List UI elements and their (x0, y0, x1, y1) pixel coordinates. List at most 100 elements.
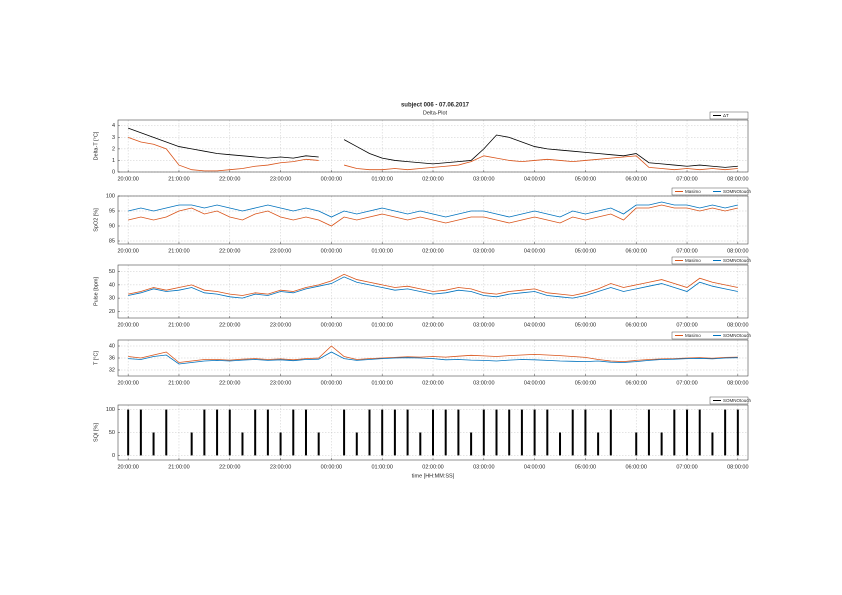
x-tick-label: 20:00:00 (117, 322, 138, 328)
x-tick-label: 08:00:00 (727, 380, 748, 386)
x-tick-label: 23:00:00 (270, 322, 291, 328)
y-axis-label: SpO2 [%] (93, 208, 99, 232)
x-tick-label: 07:00:00 (676, 248, 697, 254)
x-tick-label: 23:00:00 (270, 248, 291, 254)
legend-box (709, 396, 749, 405)
x-tick-label: 02:00:00 (422, 464, 443, 470)
series-line (128, 204, 738, 227)
x-tick-label: 20:00:00 (117, 176, 138, 182)
x-tick-label: 03:00:00 (473, 464, 494, 470)
axes-box (117, 404, 749, 461)
legend-label: Masimo (685, 189, 701, 194)
x-tick-label: 01:00:00 (371, 464, 392, 470)
x-tick-label: 06:00:00 (626, 176, 647, 182)
y-tick-label: 4 (112, 123, 115, 129)
legend-label: Masimo (685, 258, 701, 263)
x-tick-label: 23:00:00 (270, 464, 291, 470)
x-tick-label: 21:00:00 (168, 248, 189, 254)
y-tick-label: 100 (106, 407, 115, 413)
axes-box (117, 195, 749, 245)
x-tick-label: 04:00:00 (524, 322, 545, 328)
x-tick-label: 05:00:00 (575, 380, 596, 386)
x-tick-label: 02:00:00 (422, 380, 443, 386)
y-axis-label: Pulse [bpm] (93, 277, 99, 307)
x-tick-label: 01:00:00 (371, 176, 392, 182)
figure-title: subject 006 - 07.06.2017 (401, 103, 470, 109)
x-tick-label: 00:00:00 (321, 464, 342, 470)
x-tick-label: 05:00:00 (575, 248, 596, 254)
x-tick-label: 02:00:00 (422, 248, 443, 254)
x-tick-label: 20:00:00 (117, 248, 138, 254)
figure-subtitle: Delta-Plot (423, 110, 448, 116)
y-axis-label: T [°C] (93, 351, 99, 365)
axes-box (117, 339, 749, 377)
y-tick-label: 32 (109, 367, 115, 373)
x-tick-label: 03:00:00 (473, 248, 494, 254)
y-tick-label: 1 (112, 158, 115, 164)
x-tick-label: 07:00:00 (676, 464, 697, 470)
x-tick-label: 05:00:00 (575, 464, 596, 470)
legend-box (709, 111, 749, 120)
y-tick-label: 40 (109, 282, 115, 288)
x-tick-label: 06:00:00 (626, 464, 647, 470)
y-tick-label: 30 (109, 296, 115, 302)
y-axis-label: SQI [%] (93, 423, 99, 442)
y-tick-label: 2 (112, 146, 115, 152)
y-tick-label: 50 (109, 430, 115, 436)
x-tick-label: 03:00:00 (473, 322, 494, 328)
y-tick-label: 50 (109, 269, 115, 275)
x-tick-label: 04:00:00 (524, 176, 545, 182)
y-tick-label: 40 (109, 343, 115, 349)
series-line (128, 201, 738, 218)
legend-label: SOMNOtouch (723, 189, 752, 194)
x-tick-label: 00:00:00 (321, 322, 342, 328)
x-tick-label: 01:00:00 (371, 380, 392, 386)
x-tick-label: 01:00:00 (371, 322, 392, 328)
axes-box (117, 264, 749, 319)
x-tick-label: 05:00:00 (575, 176, 596, 182)
x-tick-label: 21:00:00 (168, 464, 189, 470)
y-tick-label: 85 (109, 238, 115, 244)
x-tick-label: 22:00:00 (219, 248, 240, 254)
x-tick-label: 08:00:00 (727, 176, 748, 182)
series-line (128, 127, 319, 159)
series-line (128, 273, 738, 296)
y-axis-label: Delta-T [°C] (93, 131, 99, 160)
legend-label: SOMNOtouch (723, 333, 752, 338)
x-tick-label: 20:00:00 (117, 464, 138, 470)
x-tick-label: 03:00:00 (473, 176, 494, 182)
x-tick-label: 04:00:00 (524, 248, 545, 254)
series-line (343, 155, 738, 171)
x-tick-label: 06:00:00 (626, 380, 647, 386)
x-tick-label: 08:00:00 (727, 248, 748, 254)
x-tick-label: 21:00:00 (168, 380, 189, 386)
legend-box (671, 256, 749, 265)
x-tick-label: 01:00:00 (371, 248, 392, 254)
x-tick-label: 06:00:00 (626, 322, 647, 328)
legend-box (671, 331, 749, 340)
x-tick-label: 02:00:00 (422, 322, 443, 328)
x-tick-label: 20:00:00 (117, 380, 138, 386)
x-tick-label: 22:00:00 (219, 322, 240, 328)
x-tick-label: 07:00:00 (676, 176, 697, 182)
legend-box (671, 187, 749, 196)
legend-label: SOMNOtouch (723, 258, 752, 263)
x-tick-label: 04:00:00 (524, 464, 545, 470)
x-tick-label: 02:00:00 (422, 176, 443, 182)
x-tick-label: 00:00:00 (321, 248, 342, 254)
x-tick-label: 08:00:00 (727, 322, 748, 328)
x-tick-label: 21:00:00 (168, 322, 189, 328)
x-tick-label: 05:00:00 (575, 322, 596, 328)
y-tick-label: 90 (109, 223, 115, 229)
x-tick-label: 21:00:00 (168, 176, 189, 182)
legend-label: Masimo (685, 333, 701, 338)
x-tick-label: 23:00:00 (270, 380, 291, 386)
x-axis-label: time [HH:MM:SS] (412, 473, 455, 479)
x-tick-label: 00:00:00 (321, 176, 342, 182)
y-tick-label: 36 (109, 355, 115, 361)
series-line (343, 134, 738, 168)
x-tick-label: 07:00:00 (676, 380, 697, 386)
series-line (128, 345, 738, 363)
y-tick-label: 0 (112, 453, 115, 459)
